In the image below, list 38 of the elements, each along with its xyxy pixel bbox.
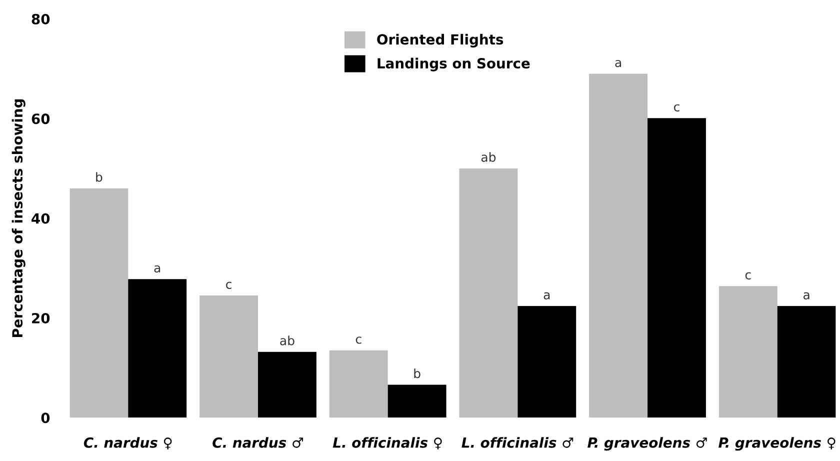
data-label: a [804,292,810,300]
bar [459,168,518,418]
y-tick-label: 40 [32,213,50,224]
data-label: a [544,292,550,300]
y-tick-label: 0 [41,412,50,424]
data-label: b [96,172,102,182]
bar [329,350,388,418]
x-tick-label: P. graveolens ♂ [588,437,707,451]
data-label: c [745,272,751,280]
y-tick-label: 20 [32,312,50,324]
data-label: c [674,104,680,112]
bar [718,286,778,418]
x-tick-label: C. nardus ♂ [212,437,303,448]
bar [648,118,706,418]
x-tick-label: C. nardus ♀ [84,437,172,450]
legend-label: Oriented Flights [377,34,504,48]
x-tick-label: L. officinalis ♂ [462,437,574,448]
bar [70,188,128,418]
bar [589,74,648,418]
bar [388,384,446,418]
bar [200,296,258,418]
y-tick-label: 60 [32,114,50,124]
data-label: b [414,368,420,378]
data-label: a [615,60,622,68]
legend-label: Landings on Source [378,58,530,72]
data-label: a [154,265,160,273]
x-tick-label: P. graveolens ♀ [718,437,836,451]
data-label: ab [481,152,496,162]
data-label: c [356,336,362,344]
data-label: ab [280,336,294,346]
y-axis-title: Percentage of insects showing [12,99,26,338]
data-label: c [226,282,232,289]
bar [258,352,316,418]
y-tick-label: 80 [32,14,50,24]
bar [518,306,576,418]
bar [128,279,187,418]
bar [777,306,836,418]
x-tick-label: L. officinalis ♀ [332,437,442,450]
